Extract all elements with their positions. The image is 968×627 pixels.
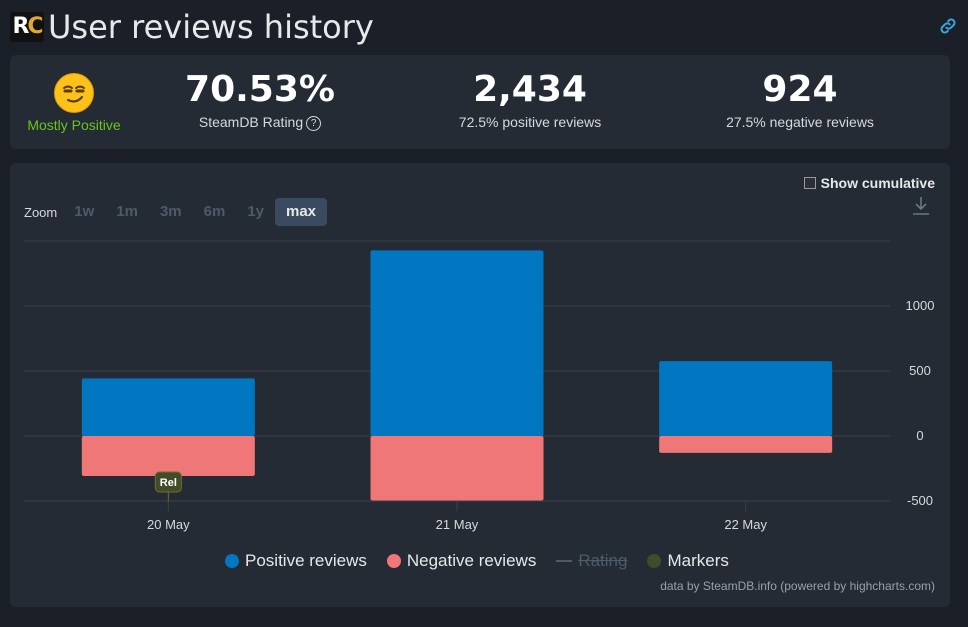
download-icon[interactable] <box>910 195 932 217</box>
reviews-bar-chart: -500 0 500 1000 20 May 21 May 22 May Rel <box>24 240 935 532</box>
x-tick-label: 22 May <box>724 517 767 532</box>
zoom-1w-button[interactable]: 1w <box>74 203 95 220</box>
legend-negative-label: Negative reviews <box>406 551 537 570</box>
negative-legend-dot <box>386 554 401 568</box>
page-title: User reviews history <box>48 8 374 46</box>
legend-positive-label: Positive reviews <box>245 551 367 570</box>
zoom-1y-button[interactable]: 1y <box>247 203 264 220</box>
negative-label: 27.5% negative reviews <box>726 114 874 130</box>
legend-negative[interactable]: Negative reviews <box>386 551 537 571</box>
zoom-max-button[interactable]: max <box>275 198 328 226</box>
chart-credit[interactable]: data by SteamDB.info (powered by highcha… <box>660 579 935 593</box>
positive-legend-dot <box>225 554 239 568</box>
y-tick-label: -500 <box>907 493 933 508</box>
positive-reviews-stat: 2,434 72.5% positive reviews <box>430 69 630 130</box>
negative-bar <box>370 436 544 501</box>
negative-reviews-stat: 924 27.5% negative reviews <box>700 69 900 130</box>
rating-value: 70.53% <box>185 69 335 110</box>
legend-positive[interactable]: Positive reviews <box>225 551 367 571</box>
smirk-face-icon <box>54 73 94 113</box>
markers-legend-dot <box>647 554 662 568</box>
steamdb-rating-stat: 70.53% SteamDB Rating? <box>180 69 340 131</box>
legend-markers[interactable]: Markers <box>647 551 729 571</box>
chart-legend: Positive reviews Negative reviews Rating… <box>225 551 749 571</box>
y-tick-label: 500 <box>909 363 931 378</box>
zoom-1m-button[interactable]: 1m <box>116 203 138 220</box>
show-cumulative-toggle[interactable]: Show cumulative <box>803 175 935 191</box>
negative-bar <box>659 436 833 453</box>
legend-rating-label: Rating <box>578 551 628 570</box>
steamdb-logo[interactable]: RC <box>10 12 44 42</box>
positive-label: 72.5% positive reviews <box>458 114 602 130</box>
x-tick-label: 21 May <box>436 517 479 532</box>
positive-count: 2,434 <box>473 69 587 110</box>
link-icon[interactable] <box>938 16 958 36</box>
zoom-6m-button[interactable]: 6m <box>203 203 226 220</box>
positive-bar <box>81 378 255 436</box>
y-tick-label: 0 <box>916 428 923 443</box>
x-tick-label: 20 May <box>147 517 190 532</box>
show-cumulative-label: Show cumulative <box>820 175 935 191</box>
info-icon[interactable]: ? <box>306 115 322 131</box>
zoom-3m-button[interactable]: 3m <box>159 203 182 220</box>
legend-markers-label: Markers <box>667 551 729 570</box>
negative-bar <box>81 436 255 477</box>
positive-bar <box>370 250 544 436</box>
review-stats-panel: Mostly Positive 70.53% SteamDB Rating? 2… <box>10 55 950 149</box>
review-summary-label: Mostly Positive <box>27 117 121 133</box>
positive-bar <box>659 361 833 436</box>
zoom-label: Zoom <box>24 204 58 220</box>
y-tick-label: 1000 <box>906 298 935 313</box>
logo-letter-r: R <box>12 14 29 39</box>
cumulative-checkbox[interactable] <box>803 177 816 189</box>
reviews-chart-panel: Show cumulative Zoom 1w 1m 3m 6m 1y max … <box>10 163 950 607</box>
zoom-controls: Zoom 1w 1m 3m 6m 1y max <box>24 198 328 226</box>
header: RC User reviews history <box>10 6 958 46</box>
legend-rating[interactable]: Rating <box>556 551 627 571</box>
rating-label: SteamDB Rating <box>198 114 304 130</box>
release-marker-label: Rel <box>160 477 177 489</box>
rating-legend-line <box>556 560 573 562</box>
logo-letter-c: C <box>27 14 43 39</box>
negative-count: 924 <box>762 69 838 110</box>
